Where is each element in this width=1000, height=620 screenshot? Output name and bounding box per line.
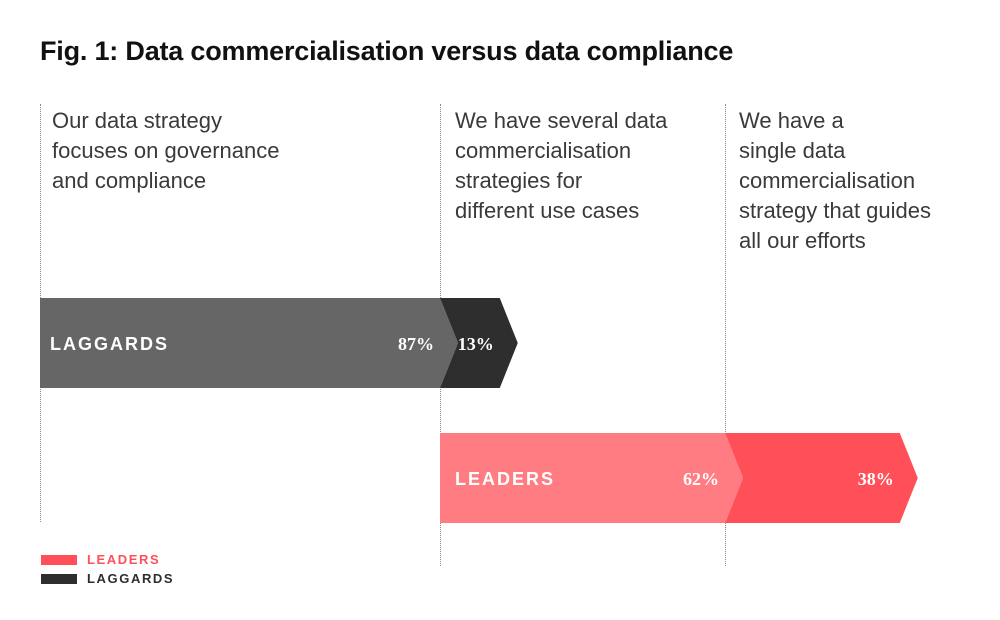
column-heading-line: commercialisation	[455, 138, 632, 163]
column-heading-line: all our efforts	[739, 228, 866, 253]
column-heading-line: commercialisation	[739, 168, 916, 193]
column-heading-line: Our data strategy	[52, 108, 222, 133]
column-heading-several-strategies: We have several data commercialisation s…	[455, 106, 667, 226]
legend-swatch-leaders	[41, 554, 77, 565]
legend-label-leaders: LEADERS	[87, 552, 161, 567]
data-label-leaders-2: 38%	[858, 469, 894, 489]
bar-segment-leaders-2	[725, 433, 918, 523]
column-heading-single-strategy: We have a single data commercialisation …	[739, 106, 931, 256]
legend-item-laggards: LAGGARDS	[41, 571, 174, 586]
data-label-leaders-1: 62%	[683, 469, 719, 489]
bar-segment-leaders-1	[440, 433, 744, 523]
chart-title: Fig. 1: Data commercialisation versus da…	[40, 36, 734, 66]
column-heading-line: single data	[739, 138, 846, 163]
column-heading-line: focuses on governance	[52, 138, 280, 163]
legend-item-leaders: LEADERS	[41, 552, 160, 567]
data-label-laggards-2: 13%	[458, 334, 494, 354]
column-heading-line: strategies for	[455, 168, 583, 193]
column-heading-line: We have several data	[455, 108, 668, 133]
legend-swatch-laggards	[41, 573, 77, 584]
series-label-laggards: LAGGARDS	[50, 334, 169, 354]
column-heading-line: and compliance	[52, 168, 207, 193]
column-heading-line: strategy that guides	[739, 198, 932, 223]
column-divider-3	[725, 104, 726, 566]
legend-label-laggards: LAGGARDS	[87, 571, 175, 586]
column-heading-governance: Our data strategy focuses on governance …	[52, 106, 280, 196]
series-label-leaders: LEADERS	[455, 469, 555, 489]
data-label-laggards-1: 87%	[398, 334, 434, 354]
column-heading-line: We have a	[739, 108, 844, 133]
series-laggards: 87% 13% LAGGARDS	[40, 298, 518, 388]
bar-segment-laggards-1	[40, 298, 458, 388]
series-leaders: 62% 38% LEADERS	[440, 433, 918, 523]
bar-segment-laggards-2	[440, 298, 518, 388]
column-heading-line: different use cases	[455, 198, 640, 223]
